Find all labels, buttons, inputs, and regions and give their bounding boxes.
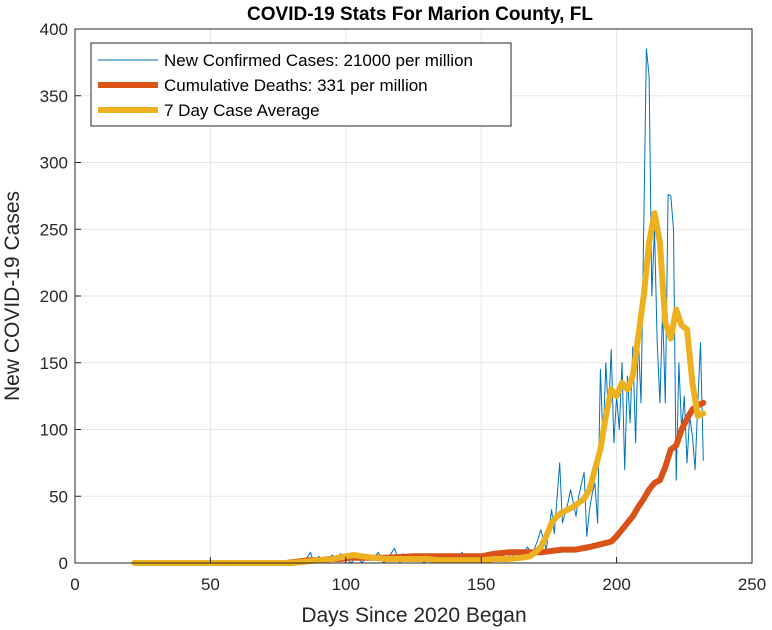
- legend-box: [90, 42, 512, 127]
- axis-ticks: 0 50 100 150 200 250 0 50 100 150 200 250 300 350 400: [40, 20, 767, 594]
- y-tick-label: 100: [40, 421, 68, 440]
- x-tick-label: 100: [332, 575, 360, 594]
- x-tick-label: 200: [602, 575, 630, 594]
- y-tick-label: 150: [40, 354, 68, 373]
- x-tick-label: 250: [738, 575, 766, 594]
- x-axis-label: Days Since 2020 Began: [301, 604, 526, 627]
- y-tick-label: 300: [40, 154, 68, 173]
- legend-label-new-cases: New Confirmed Cases: 21000 per million: [164, 51, 473, 70]
- series-line-7day-average: [131, 210, 707, 566]
- y-tick-label: 250: [40, 220, 68, 239]
- legend-label-deaths: Cumulative Deaths: 331 per million: [164, 76, 428, 95]
- y-tick-label: 0: [59, 554, 68, 573]
- x-tick-label: 0: [70, 575, 79, 594]
- chart-title: COVID-19 Stats For Marion County, FL: [247, 4, 593, 25]
- x-tick-label: 150: [467, 575, 495, 594]
- legend-label-7day-average: 7 Day Case Average: [164, 101, 320, 120]
- y-tick-label: 200: [40, 287, 68, 306]
- y-tick-label: 50: [49, 487, 68, 506]
- y-tick-label: 400: [40, 20, 68, 39]
- legend: New Confirmed Cases: 21000 per million C…: [90, 42, 512, 127]
- y-axis-label: New COVID-19 Cases: [1, 191, 24, 401]
- x-tick-label: 50: [201, 575, 220, 594]
- y-tick-label: 350: [40, 87, 68, 106]
- series-group: [131, 48, 707, 566]
